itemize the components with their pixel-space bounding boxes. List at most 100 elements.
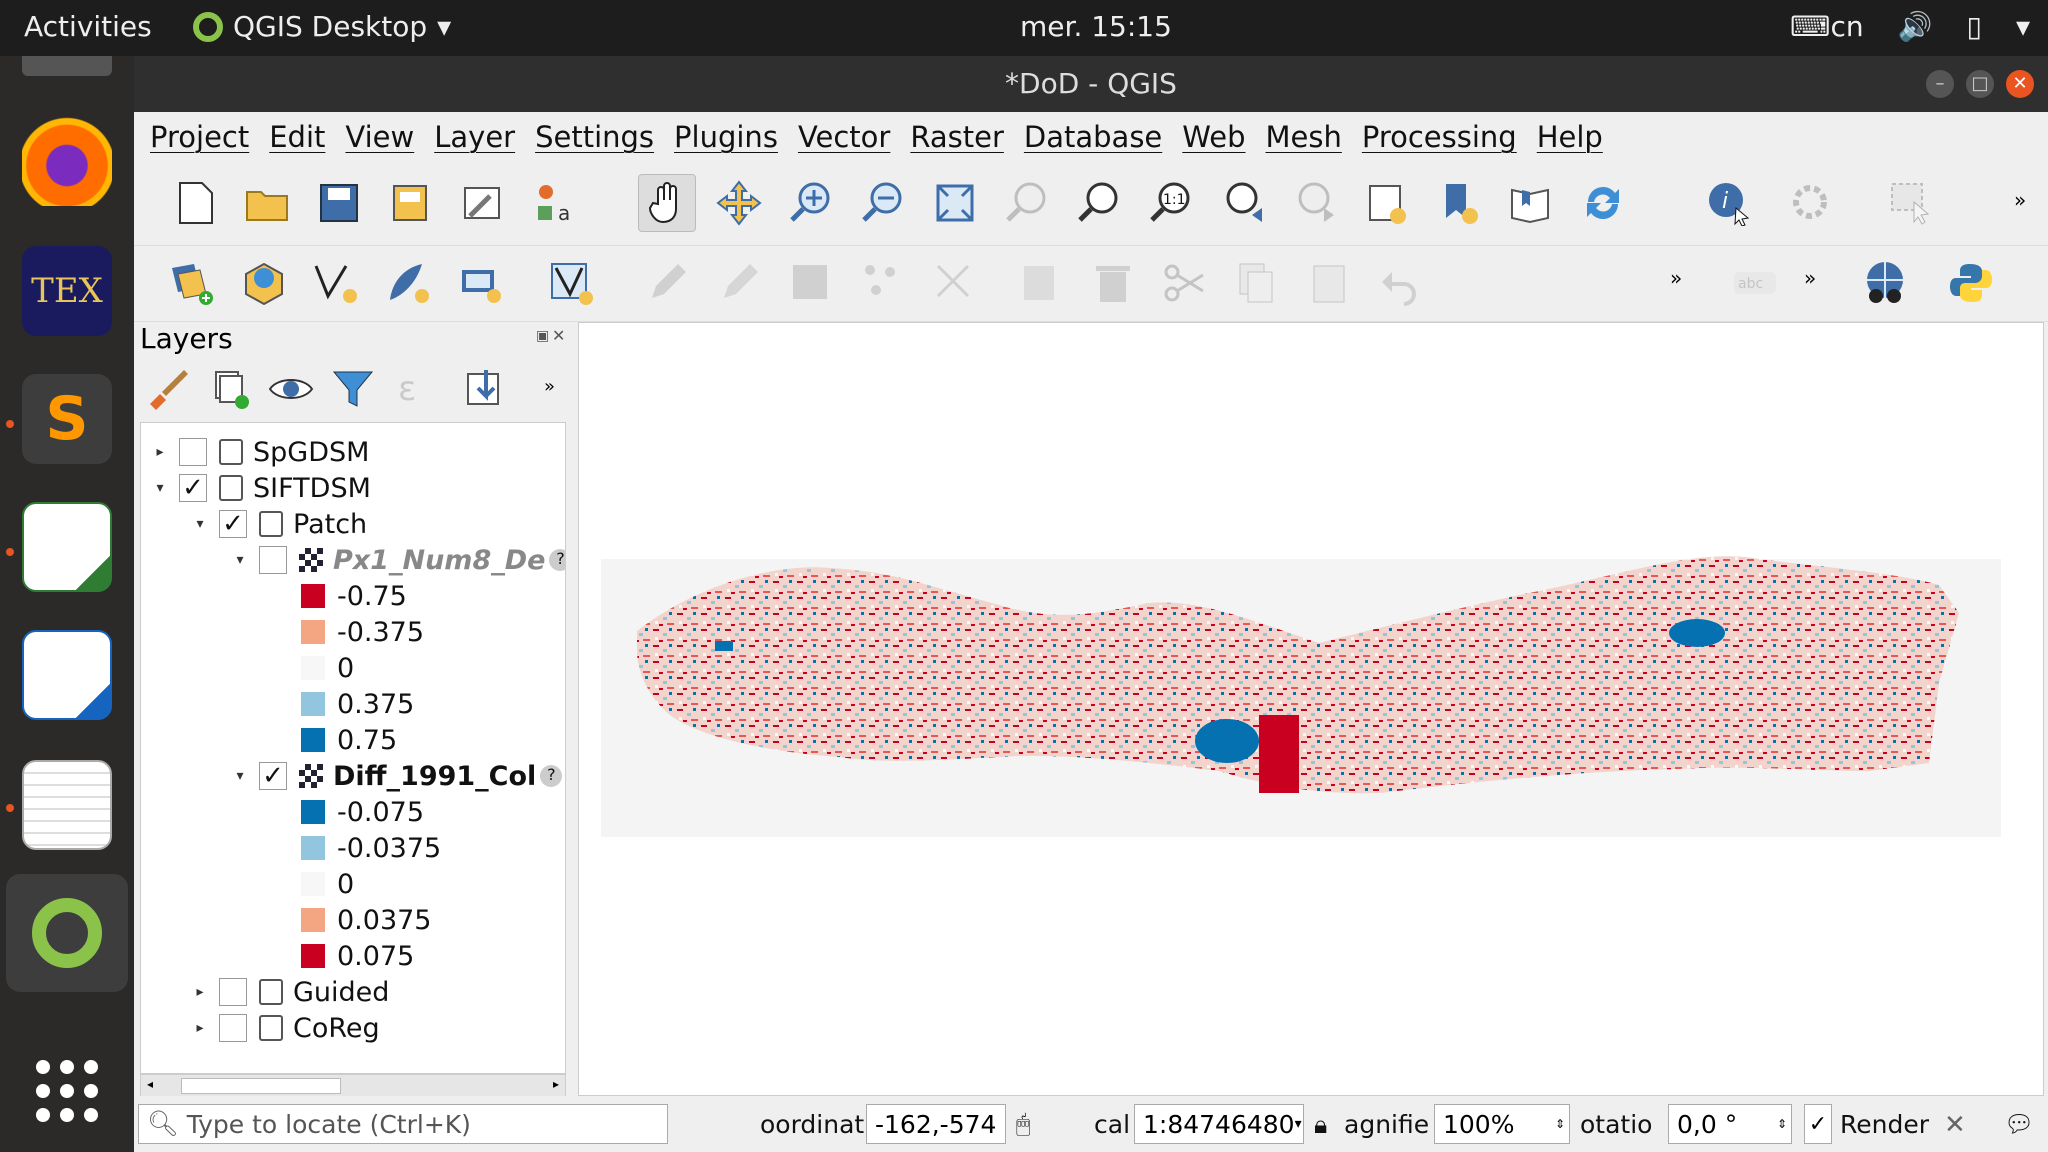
refresh-button[interactable] <box>1574 174 1632 232</box>
zoom-in-button[interactable] <box>782 174 840 232</box>
collapse-arrow-icon[interactable]: ▾ <box>236 552 244 568</box>
spin-arrows-icon[interactable]: ⇕ <box>1554 1117 1565 1131</box>
copy-features-button[interactable] <box>1228 254 1286 312</box>
data-source-manager-button[interactable] <box>162 254 220 312</box>
clock[interactable]: mer. 15:15 <box>1020 10 1172 43</box>
render-checkbox[interactable]: ✓ <box>1804 1104 1832 1144</box>
zoom-last-button[interactable] <box>1214 174 1272 232</box>
menu-help[interactable]: Help <box>1536 120 1603 154</box>
scroll-left-icon[interactable]: ◂ <box>147 1077 154 1091</box>
new-shapefile-layer-button[interactable] <box>306 254 364 312</box>
menu-settings[interactable]: Settings <box>535 120 655 154</box>
visibility-checkbox[interactable] <box>179 438 207 466</box>
scroll-right-icon[interactable]: ▸ <box>552 1077 559 1091</box>
zoom-full-button[interactable] <box>926 174 984 232</box>
menu-edit[interactable]: Edit <box>269 120 326 154</box>
messages-icon[interactable]: 💬︎ <box>2004 1110 2035 1138</box>
layer-group-guided[interactable]: ▸ Guided <box>191 975 389 1009</box>
toolbar-overflow-icon[interactable]: » <box>1804 266 1817 290</box>
toggle-editing-button[interactable] <box>710 254 768 312</box>
style-manager-button[interactable]: a <box>526 174 584 232</box>
dock-item-partial[interactable] <box>22 56 112 76</box>
manage-visibility-button[interactable] <box>262 360 320 418</box>
toolbar-overflow-icon[interactable]: » <box>2014 188 2027 212</box>
expand-arrow-icon[interactable]: ▸ <box>156 444 164 460</box>
layer-group-coreg[interactable]: ▸ CoReg <box>191 1011 379 1045</box>
map-canvas[interactable] <box>578 322 2044 1096</box>
visibility-checkbox[interactable]: ✓ <box>259 761 287 791</box>
layout-manager-button[interactable] <box>454 174 512 232</box>
app-menu[interactable]: QGIS Desktop ▾ <box>193 10 451 43</box>
coordinate-field[interactable]: -162,-574 <box>866 1104 1006 1144</box>
expand-all-button[interactable] <box>456 360 514 418</box>
qgis-dock-icon[interactable] <box>6 874 128 992</box>
visibility-checkbox[interactable] <box>219 1014 247 1042</box>
identify-features-button[interactable]: i <box>1700 174 1758 232</box>
text-editor-icon[interactable] <box>22 760 112 850</box>
style-layer-button[interactable] <box>138 360 196 418</box>
filter-legend-button[interactable] <box>324 360 382 418</box>
layer-group-patch[interactable]: ▾ ✓ Patch <box>191 507 367 541</box>
collapse-arrow-icon[interactable]: ▾ <box>156 480 164 496</box>
locator-search-input[interactable]: 🔍︎ Type to locate (Ctrl+K) <box>138 1104 668 1144</box>
spin-arrows-icon[interactable]: ⇕ <box>1776 1117 1787 1131</box>
close-panel-icon[interactable]: ✕ <box>552 326 566 345</box>
python-console-button[interactable] <box>1942 254 2000 312</box>
libreoffice-calc-icon[interactable] <box>22 502 112 592</box>
save-project-button[interactable] <box>310 174 368 232</box>
filter-by-expression-button[interactable]: ε <box>386 360 444 418</box>
menu-mesh[interactable]: Mesh <box>1265 120 1342 154</box>
menu-processing[interactable]: Processing <box>1361 120 1517 154</box>
menu-view[interactable]: View <box>345 120 415 154</box>
visibility-checkbox[interactable] <box>219 978 247 1006</box>
new-mesh-layer-button[interactable] <box>542 254 600 312</box>
run-action-button[interactable] <box>1782 174 1840 232</box>
firefox-icon[interactable] <box>22 116 112 206</box>
select-features-button[interactable] <box>1882 174 1940 232</box>
metasearch-button[interactable] <box>1856 254 1914 312</box>
menu-layer[interactable]: Layer <box>434 120 516 154</box>
visibility-checkbox[interactable] <box>259 546 287 574</box>
menu-vector[interactable]: Vector <box>797 120 891 154</box>
expand-arrow-icon[interactable]: ▸ <box>196 984 204 1000</box>
pan-to-selection-button[interactable] <box>710 174 768 232</box>
keyboard-layout-indicator[interactable]: ⌨cn <box>1790 10 1864 43</box>
cut-features-button[interactable] <box>1156 254 1214 312</box>
new-geopackage-layer-button[interactable] <box>234 254 292 312</box>
zoom-to-layer-button[interactable] <box>1070 174 1128 232</box>
rotation-spinbox[interactable]: 0,0 ° ⇕ <box>1668 1104 1792 1144</box>
menu-plugins[interactable]: Plugins <box>674 120 778 154</box>
window-titlebar[interactable]: *DoD - QGIS – □ ✕ <box>134 56 2048 112</box>
close-button[interactable]: ✕ <box>2006 70 2034 98</box>
spatial-bookmarks-button[interactable] <box>1502 174 1560 232</box>
zoom-out-button[interactable] <box>854 174 912 232</box>
lock-scale-icon[interactable]: 🔒︎ <box>1314 1110 1328 1139</box>
zoom-to-selection-button[interactable] <box>998 174 1056 232</box>
new-bookmark-button[interactable] <box>1358 174 1416 232</box>
undo-button[interactable] <box>1372 254 1430 312</box>
add-group-button[interactable] <box>200 360 258 418</box>
new-spatialite-layer-button[interactable] <box>378 254 436 312</box>
expand-arrow-icon[interactable]: ▸ <box>196 1020 204 1036</box>
new-print-layout-button[interactable] <box>382 174 440 232</box>
save-layer-edits-button[interactable] <box>782 254 840 312</box>
toggle-extents-icon[interactable]: 🖱 <box>1016 1110 1031 1138</box>
activities-button[interactable]: Activities <box>24 10 152 43</box>
collapse-arrow-icon[interactable]: ▾ <box>196 516 204 532</box>
scrollbar-thumb[interactable] <box>181 1078 341 1094</box>
float-panel-icon[interactable]: ▣ <box>536 328 550 344</box>
new-virtual-layer-button[interactable] <box>450 254 508 312</box>
paste-features-button[interactable] <box>1300 254 1358 312</box>
texstudio-icon[interactable]: TEX <box>22 246 112 336</box>
current-edits-button[interactable] <box>638 254 696 312</box>
crs-disabled-icon[interactable]: ✕ <box>1944 1110 1966 1140</box>
new-project-button[interactable] <box>166 174 224 232</box>
help-button[interactable]: ? <box>2044 254 2048 312</box>
show-bookmarks-button[interactable] <box>1430 174 1488 232</box>
horizontal-scrollbar[interactable]: ◂ ▸ <box>140 1074 566 1098</box>
zoom-next-button[interactable] <box>1286 174 1344 232</box>
visibility-checkbox[interactable]: ✓ <box>179 473 207 503</box>
scale-combobox[interactable]: 1:84746480 ▾ <box>1134 1104 1304 1144</box>
visibility-checkbox[interactable]: ✓ <box>219 509 247 539</box>
sublime-text-icon[interactable]: S <box>22 374 112 464</box>
